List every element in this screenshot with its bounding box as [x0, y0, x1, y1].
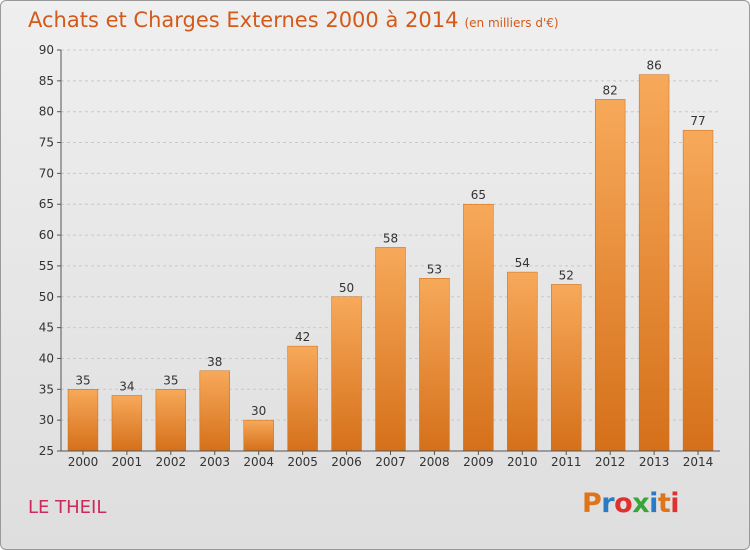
- bar-2003: [199, 370, 230, 452]
- data-label-2008: 53: [427, 262, 442, 276]
- bar-2004: [243, 419, 274, 452]
- y-tick-label: 75: [39, 136, 54, 150]
- axes: 25 30 35 40 45 50 55 60 65 70 75 80 85 90 2000 2001 2002…: [39, 43, 720, 469]
- y-tick-label: 50: [39, 290, 54, 304]
- y-tick-label: 90: [39, 43, 54, 57]
- y-tick-label: 35: [39, 382, 54, 396]
- y-tick-label: 70: [39, 166, 54, 180]
- bar-2010: [507, 271, 538, 452]
- grid: [61, 49, 720, 421]
- bar-2001: [111, 395, 143, 452]
- proxiti-logo: Proxiti: [582, 488, 680, 519]
- bar-2013: [638, 74, 670, 452]
- data-label-2000: 35: [75, 373, 90, 387]
- y-tick-label: 80: [39, 105, 54, 119]
- x-tick-label-2008: 2008: [419, 455, 450, 469]
- data-label-2002: 35: [163, 373, 178, 387]
- x-tick-label-2007: 2007: [375, 455, 406, 469]
- data-label-2006: 50: [339, 281, 354, 295]
- location-label: LE THEIL: [28, 497, 107, 518]
- data-label-2001: 34: [119, 379, 134, 393]
- x-tick-label-2004: 2004: [243, 455, 274, 469]
- logo-letter: o: [614, 488, 633, 519]
- bar-2006: [331, 296, 362, 452]
- x-tick-label-2005: 2005: [287, 455, 318, 469]
- data-label-2010: 54: [515, 256, 530, 270]
- title-unit: (en milliers d'€): [464, 16, 559, 30]
- y-tick-label: 55: [39, 259, 54, 273]
- data-label-2013: 86: [646, 59, 661, 73]
- y-tick-label: 65: [39, 197, 54, 211]
- data-label-2009: 65: [471, 188, 486, 202]
- x-tick-label-2010: 2010: [507, 455, 538, 469]
- data-label-2007: 58: [383, 231, 398, 245]
- logo-letter: r: [601, 488, 615, 519]
- chart-title: Achats et Charges Externes 2000 à 2014 (e…: [28, 8, 559, 32]
- x-tick-label-2009: 2009: [463, 455, 494, 469]
- logo-letter: P: [582, 488, 602, 519]
- bar-2005: [287, 345, 318, 452]
- data-label-2014: 77: [690, 114, 705, 128]
- x-tick-label-2001: 2001: [112, 455, 143, 469]
- y-tick-label: 40: [39, 351, 54, 365]
- data-label-2011: 52: [559, 268, 574, 282]
- bar-2000: [67, 389, 99, 452]
- bar-2014: [682, 129, 714, 452]
- x-tick-label-2014: 2014: [683, 455, 714, 469]
- bar-2008: [419, 278, 450, 452]
- logo-letter: t: [657, 488, 671, 519]
- data-label-2005: 42: [295, 330, 310, 344]
- y-tick-label: 45: [39, 321, 54, 335]
- bar-2012: [594, 99, 626, 452]
- x-tick-label-2003: 2003: [199, 455, 230, 469]
- data-labels: 35 34 35 38 30 42 50 58 53 65 54 52 82 86 77: [75, 59, 705, 418]
- bar-2011: [551, 284, 582, 452]
- x-tick-label-2002: 2002: [156, 455, 187, 469]
- x-tick-label-2006: 2006: [331, 455, 362, 469]
- bar-2007: [375, 247, 406, 452]
- title-text: Achats et Charges Externes 2000 à 2014: [28, 8, 459, 32]
- logo-letter: i: [649, 488, 658, 519]
- x-tick-label-2013: 2013: [639, 455, 670, 469]
- y-tick-label: 25: [39, 444, 54, 458]
- y-tick-label: 85: [39, 74, 54, 88]
- x-tick-label-2011: 2011: [551, 455, 582, 469]
- y-tick-label: 30: [39, 413, 54, 427]
- bar-2009: [463, 203, 494, 452]
- logo-letter: i: [670, 488, 680, 519]
- data-label-2012: 82: [603, 83, 618, 97]
- x-tick-label-2000: 2000: [68, 455, 99, 469]
- x-tick-label-2012: 2012: [595, 455, 626, 469]
- data-label-2004: 30: [251, 404, 266, 418]
- logo-letter: x: [632, 488, 650, 519]
- data-label-2003: 38: [207, 355, 222, 369]
- bars: [67, 74, 714, 452]
- bar-2002: [155, 389, 187, 452]
- y-tick-label: 60: [39, 228, 54, 242]
